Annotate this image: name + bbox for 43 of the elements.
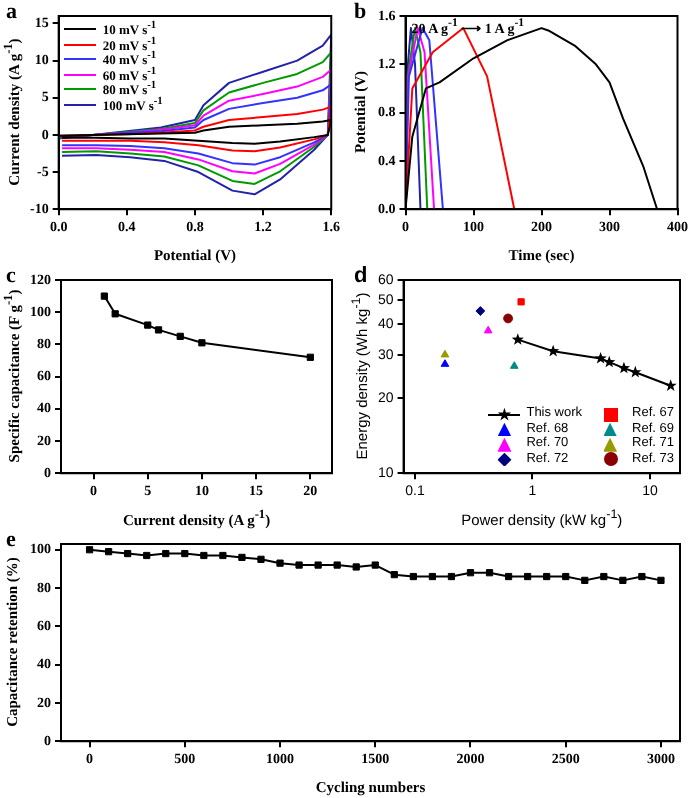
point <box>562 572 570 581</box>
point <box>409 572 417 581</box>
point <box>447 572 456 581</box>
point <box>111 310 119 318</box>
point <box>200 551 208 560</box>
point <box>600 572 608 581</box>
point <box>371 561 379 569</box>
point <box>154 326 163 334</box>
point <box>504 572 513 581</box>
point <box>657 576 665 584</box>
point <box>257 555 265 563</box>
point <box>105 548 113 556</box>
point <box>176 332 184 340</box>
point <box>314 561 322 569</box>
point <box>581 576 589 584</box>
point <box>543 572 551 581</box>
point <box>144 321 152 329</box>
point <box>100 292 108 300</box>
point <box>85 546 94 554</box>
point <box>485 569 494 577</box>
chart-title: e <box>6 528 16 552</box>
point <box>143 551 151 560</box>
point <box>162 549 170 558</box>
point <box>524 572 532 581</box>
chart-title: b <box>354 0 367 24</box>
point <box>333 561 341 569</box>
point <box>238 553 246 562</box>
point <box>466 569 475 577</box>
point <box>295 561 303 569</box>
chart-title: a <box>6 0 17 24</box>
point <box>390 571 398 579</box>
point <box>619 576 627 584</box>
chart-title: c <box>6 264 16 288</box>
point <box>276 559 284 567</box>
point <box>352 563 360 571</box>
point <box>124 549 132 558</box>
point <box>181 549 189 558</box>
point <box>198 339 206 347</box>
point <box>428 572 437 581</box>
chart-title: d <box>354 264 368 288</box>
point <box>306 353 314 361</box>
point <box>219 551 227 560</box>
point <box>638 572 646 581</box>
